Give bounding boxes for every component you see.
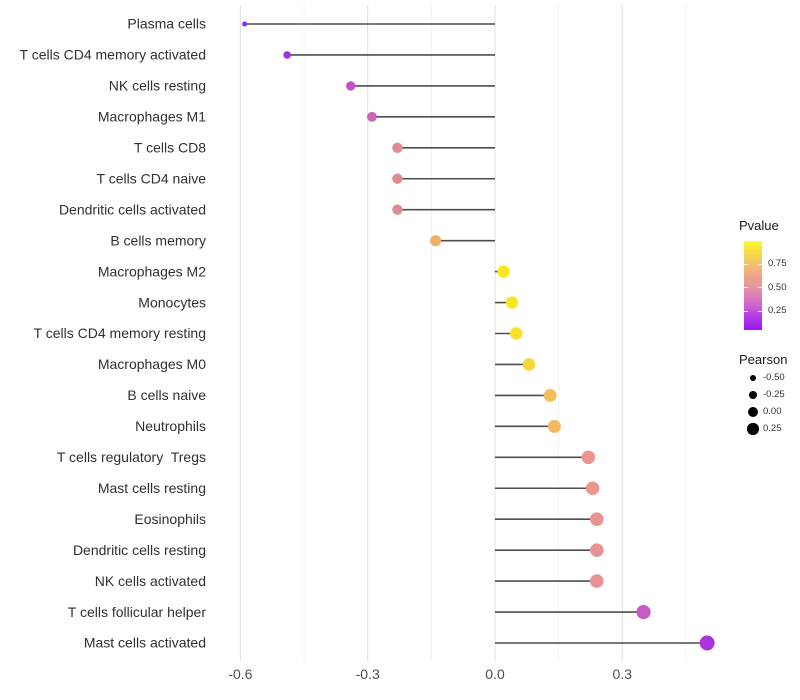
pvalue-legend-tick-label: 0.50 <box>768 281 787 293</box>
lollipop-dot <box>590 512 604 527</box>
category-label: B cells memory <box>110 232 206 248</box>
pearson-legend-dot <box>747 423 759 435</box>
x-axis-tick-label: 0.3 <box>613 666 633 682</box>
category-label: T cells follicular helper <box>68 604 207 620</box>
x-axis-tick-label: 0.0 <box>485 666 505 682</box>
category-label: Macrophages M2 <box>98 263 206 279</box>
colorbar-tick-mark <box>744 287 748 289</box>
lollipop-dot <box>367 111 377 122</box>
lollipop-dot <box>522 358 536 371</box>
category-label: Dendritic cells activated <box>59 201 206 217</box>
pearson-legend-tick-label: -0.50 <box>763 372 785 383</box>
category-label: Dendritic cells resting <box>73 542 206 558</box>
category-label: T cells CD4 naive <box>97 170 207 186</box>
category-label: NK cells resting <box>109 78 206 94</box>
category-label: Macrophages M0 <box>98 356 206 372</box>
colorbar-tick-mark <box>758 287 762 289</box>
category-label: Eosinophils <box>134 511 206 527</box>
colorbar-tick-mark <box>744 263 748 265</box>
colorbar-tick-mark <box>744 310 748 312</box>
pearson-legend-dot <box>748 390 758 400</box>
lollipop-dot <box>581 450 596 465</box>
category-label: NK cells activated <box>95 573 206 589</box>
pvalue-colorbar <box>744 241 762 330</box>
lollipop-dot <box>346 81 356 91</box>
lollipop-dot <box>699 635 715 651</box>
lollipop-dot <box>585 481 600 496</box>
category-label: T cells CD4 memory resting <box>34 325 206 341</box>
lollipop-dot <box>430 235 442 247</box>
category-label: Mast cells activated <box>84 635 206 651</box>
pearson-legend-dot <box>748 407 758 417</box>
category-label: Monocytes <box>138 294 206 310</box>
x-axis-tick-label: -0.3 <box>356 666 380 682</box>
lollipop-dot <box>392 204 403 215</box>
category-label: Macrophages M1 <box>98 109 206 125</box>
category-label: T cells CD8 <box>134 140 206 156</box>
pearson-legend-dot <box>749 374 757 382</box>
lollipop-dot <box>547 419 561 433</box>
category-label: Neutrophils <box>135 418 206 434</box>
pvalue-legend: Pvalue 0.75 0.50 0.25 <box>735 218 800 338</box>
pearson-legend: Pearson -0.50 -0.25 0.00 0.25 <box>735 348 800 448</box>
pearson-legend-title: Pearson <box>739 352 788 367</box>
colorbar-tick-mark <box>758 310 762 312</box>
pvalue-legend-tick-label: 0.75 <box>768 258 787 270</box>
lollipop-dot <box>505 296 519 309</box>
category-label: Plasma cells <box>127 16 206 32</box>
category-label: Mast cells resting <box>98 480 206 496</box>
lollipop-dot <box>392 173 403 184</box>
lollipop-dot <box>509 327 523 340</box>
colorbar-tick-mark <box>758 263 762 265</box>
lollipop-dot <box>590 543 604 557</box>
lollipop-dot <box>283 51 291 59</box>
pearson-legend-tick-label: 0.00 <box>763 406 782 417</box>
category-label: T cells CD4 memory activated <box>20 47 206 63</box>
category-label: T cells regulatory Tregs <box>57 449 206 465</box>
lollipop-dot <box>242 21 248 27</box>
lollipop-dot <box>543 388 557 402</box>
pearson-legend-tick-label: 0.25 <box>763 423 782 434</box>
pvalue-legend-title: Pvalue <box>739 218 779 233</box>
x-axis-tick-label: -0.6 <box>228 666 252 682</box>
category-label: B cells naive <box>127 387 206 403</box>
pearson-legend-tick-label: -0.25 <box>763 389 785 400</box>
lollipop-dot <box>636 604 651 620</box>
lollipop-dot <box>392 142 403 153</box>
pvalue-legend-tick-label: 0.25 <box>768 305 787 317</box>
lollipop-dot <box>590 574 604 588</box>
lollipop-dot <box>497 265 510 278</box>
